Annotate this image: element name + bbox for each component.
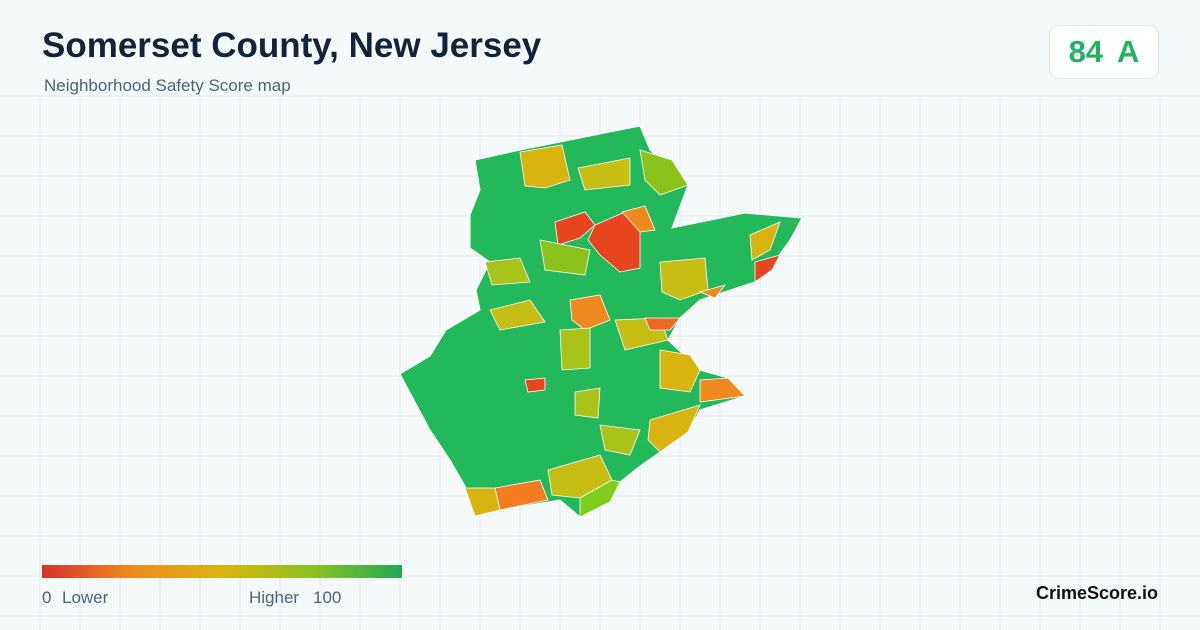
region bbox=[539, 239, 591, 276]
region bbox=[698, 284, 727, 299]
region bbox=[644, 317, 681, 331]
region bbox=[489, 299, 546, 331]
region bbox=[519, 144, 571, 189]
region bbox=[699, 377, 746, 403]
region bbox=[639, 149, 689, 196]
legend-gradient bbox=[42, 565, 402, 578]
region bbox=[559, 327, 591, 371]
region bbox=[647, 404, 701, 453]
legend-min: 0 bbox=[42, 588, 52, 607]
region bbox=[574, 387, 601, 419]
title: Somerset County, New Jersey bbox=[42, 26, 542, 65]
subtitle: Neighborhood Safety Score map bbox=[44, 76, 291, 95]
region bbox=[599, 424, 641, 456]
legend-min-label: Lower bbox=[62, 588, 109, 607]
legend-max: 100 bbox=[313, 588, 342, 607]
region bbox=[579, 479, 621, 518]
region bbox=[659, 257, 709, 301]
region bbox=[554, 211, 596, 246]
region bbox=[659, 349, 701, 393]
region bbox=[464, 487, 501, 517]
region bbox=[749, 221, 781, 261]
region bbox=[754, 254, 781, 283]
region bbox=[577, 157, 631, 191]
region bbox=[484, 257, 531, 286]
score-value: 84 bbox=[1068, 34, 1104, 69]
legend-max-label: Higher bbox=[249, 588, 300, 607]
score-grade: A bbox=[1117, 34, 1140, 69]
brand: CrimeScore.io bbox=[1035, 583, 1158, 603]
region bbox=[621, 205, 656, 233]
score-badge: 84 A bbox=[1049, 25, 1159, 79]
regions bbox=[464, 144, 781, 518]
region bbox=[569, 294, 611, 331]
region bbox=[524, 377, 546, 393]
